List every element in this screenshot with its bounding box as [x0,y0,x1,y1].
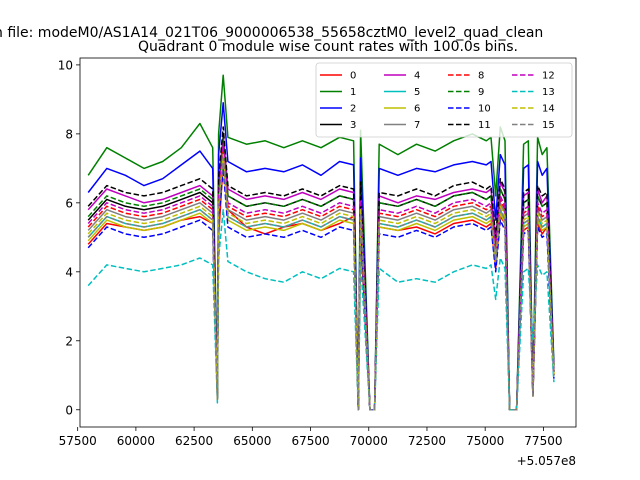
y-tick-label: 10 [58,58,73,72]
legend-label-3: 3 [350,120,356,131]
legend-label-5: 5 [414,87,420,98]
figure-suptitle: n file: modeM0/AS1A14_021T06_9000006538_… [0,25,543,41]
legend-label-15: 15 [542,120,555,131]
legend-label-1: 1 [350,87,356,98]
legend-label-13: 13 [542,87,555,98]
plot-frame [79,57,577,428]
y-tick-label: 4 [65,265,73,279]
legend-label-0: 0 [350,71,356,82]
x-tick-label: 75000 [466,434,504,448]
y-tick-label: 8 [65,127,73,141]
legend-label-4: 4 [414,71,420,82]
legend-label-12: 12 [542,71,555,82]
legend-label-9: 9 [478,87,484,98]
legend-label-2: 2 [350,104,356,115]
legend-box [315,62,573,138]
series-layer [87,74,555,411]
y-tick-label: 0 [65,403,73,417]
legend-label-11: 11 [478,120,491,131]
x-tick-label: 72500 [408,434,446,448]
x-tick-label: 70000 [350,434,388,448]
x-offset-label: +5.057e8 [517,454,576,468]
series-line-15 [87,157,555,411]
x-tick-label: 62500 [175,434,213,448]
legend-label-6: 6 [414,104,420,115]
chart-title: Quadrant 0 module wise count rates with … [138,39,518,55]
legend-label-7: 7 [414,120,420,131]
x-tick-label: 60000 [117,434,155,448]
x-tick-label: 67500 [291,434,329,448]
legend-label-8: 8 [478,71,484,82]
y-tick-label: 6 [65,196,73,210]
x-tick-label: 65000 [233,434,271,448]
y-tick-label: 2 [65,334,73,348]
legend-label-10: 10 [478,104,491,115]
legend-label-14: 14 [542,104,555,115]
x-tick-label: 77500 [524,434,562,448]
axis-layer: 57500 60000 62500 65000 67500 70000 72500 75000… [58,58,563,448]
x-tick-label: 57500 [59,434,97,448]
